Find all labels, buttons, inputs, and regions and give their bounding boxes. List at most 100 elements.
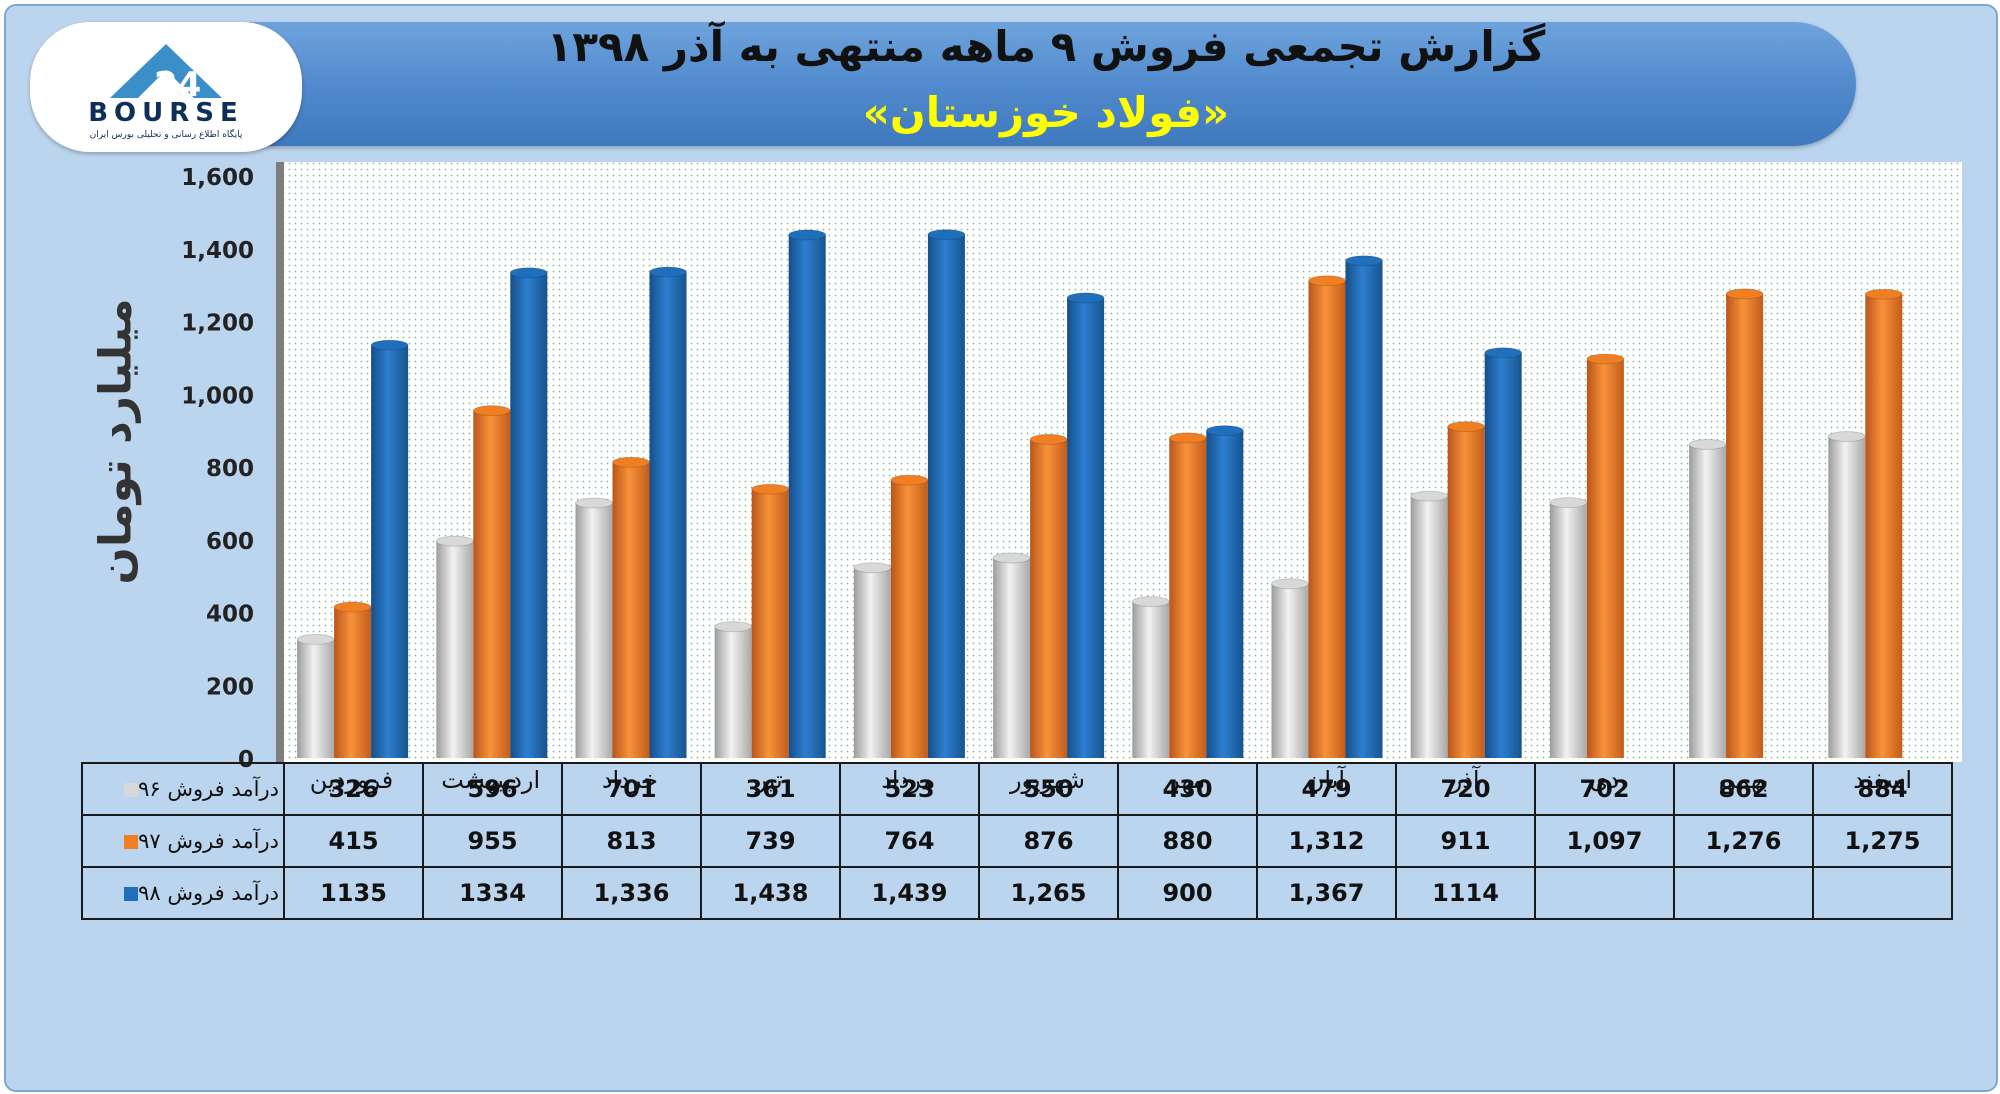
legend-label: درآمد فروش ۹۷ (138, 829, 279, 853)
data-label: 884 (1812, 762, 1953, 816)
bar-cap-s2-6 (1029, 433, 1068, 445)
bar-cap-s3-2 (509, 267, 548, 279)
bar-cap-s1-12 (1827, 430, 1866, 442)
bar-cap-s1-4 (714, 621, 753, 633)
bar-s1-2 (436, 541, 474, 758)
table-row: درآمد فروش ۹۷ 415 955 813 739 764 876 880 1,312 9… (81, 814, 1953, 868)
bar-cap-s2-9 (1447, 421, 1486, 433)
data-label: 479 (1256, 762, 1397, 816)
table-row: درآمد فروش ۹۶ 326 596 701 361 523 550 430 479 720… (81, 762, 1953, 816)
legend-label: درآمد فروش ۹۶ (138, 777, 279, 801)
bar-cap-s1-10 (1549, 497, 1588, 509)
legend-entry: درآمد فروش ۹۶ (81, 762, 285, 816)
bar-s2-10 (1586, 358, 1624, 758)
bar-s2-11 (1726, 293, 1764, 758)
data-label: 361 (700, 762, 841, 816)
bar-s3-2 (510, 272, 548, 758)
bar-s2-3 (612, 462, 650, 758)
bar-s3-7 (1206, 430, 1244, 758)
data-label (1673, 866, 1814, 920)
bar-s3-5 (927, 234, 965, 759)
y-tick-label: 1,000 (181, 383, 254, 409)
data-label: 1,367 (1256, 866, 1397, 920)
bar-cap-s3-5 (927, 229, 966, 241)
bar-cap-s2-2 (472, 405, 511, 417)
bar-cap-s1-7 (1131, 596, 1170, 608)
bar-s1-9 (1410, 496, 1448, 758)
bar-s1-5 (853, 567, 891, 758)
bar-cap-s3-6 (1066, 292, 1105, 304)
y-tick-label: 1,600 (181, 165, 254, 191)
bar-cap-s2-11 (1725, 288, 1764, 300)
bar-s1-4 (714, 626, 752, 758)
plot-side-wall (276, 162, 284, 762)
data-label: 720 (1395, 762, 1536, 816)
data-label: 1,438 (700, 866, 841, 920)
svg-text:24: 24 (154, 65, 201, 102)
bar-cap-s2-10 (1586, 353, 1625, 365)
bar-s1-3 (575, 503, 613, 758)
bar-cap-s1-9 (1410, 490, 1449, 502)
bar-s2-8 (1308, 280, 1346, 758)
bar-s2-7 (1169, 437, 1207, 758)
bar-cap-s2-5 (890, 474, 929, 486)
legend-swatch (124, 783, 139, 797)
bar-s1-6 (993, 557, 1031, 758)
logo-wordmark: BOURSE (88, 98, 244, 128)
chart-subtitle: «فولاد خوزستان» (862, 88, 1230, 137)
bar-s3-6 (1067, 297, 1105, 758)
data-label: 596 (422, 762, 563, 816)
logo-tagline: پایگاه اطلاع رسانی و تحلیلی بورس ایران (89, 130, 243, 140)
bar-s3-3 (649, 272, 687, 758)
bar-s3-9 (1484, 352, 1522, 758)
bar-s2-4 (751, 489, 789, 758)
bar-cap-s3-7 (1205, 425, 1244, 437)
y-tick-label: 1,400 (181, 238, 254, 264)
data-label: 739 (700, 814, 841, 868)
bar-cap-s3-8 (1345, 255, 1383, 267)
bar-cap-s3-9 (1484, 347, 1523, 359)
bourse-logo-mark-icon: 24 (110, 44, 222, 105)
bar-s1-12 (1828, 436, 1866, 758)
data-label: 1,097 (1534, 814, 1675, 868)
data-label: 701 (561, 762, 702, 816)
bar-s1-7 (1132, 601, 1170, 758)
bar-s2-5 (890, 480, 928, 758)
data-label: 550 (978, 762, 1119, 816)
data-label: 1,276 (1673, 814, 1814, 868)
data-label: 523 (839, 762, 980, 816)
bar-s3-4 (788, 234, 826, 759)
legend-label: درآمد فروش ۹۸ (138, 881, 279, 905)
bar-cap-s1-5 (853, 562, 892, 574)
data-label: 900 (1117, 866, 1258, 920)
data-label: 702 (1534, 762, 1675, 816)
legend-entry: درآمد فروش ۹۸ (81, 866, 285, 920)
plot-area (282, 162, 1962, 762)
bar-cap-s1-11 (1688, 438, 1727, 450)
bar-s2-6 (1030, 439, 1068, 758)
data-label: 1135 (283, 866, 424, 920)
y-tick-label: 800 (206, 456, 254, 482)
bar-cap-s2-7 (1168, 432, 1207, 444)
data-label: 911 (1395, 814, 1536, 868)
bar-cap-s1-3 (575, 497, 613, 509)
bar-cap-s2-8 (1308, 275, 1346, 287)
y-tick-label: 1,200 (181, 311, 254, 337)
legend-entry: درآمد فروش ۹۷ (81, 814, 285, 868)
bourse-logo: 24 BOURSE پایگاه اطلاع رسانی و تحلیلی بو… (30, 22, 302, 152)
bar-s1-11 (1689, 444, 1727, 758)
title-banner (36, 22, 1856, 146)
bar-cap-s3-3 (649, 266, 687, 278)
bar-cap-s1-8 (1271, 578, 1309, 590)
bar-s3-1 (371, 345, 409, 758)
data-label: 1,275 (1812, 814, 1953, 868)
bar-cap-s3-4 (788, 229, 827, 241)
data-label: 764 (839, 814, 980, 868)
data-label: 1,439 (839, 866, 980, 920)
bar-cap-s2-12 (1864, 288, 1903, 300)
y-tick-label: 400 (206, 602, 254, 628)
bar-s1-1 (297, 639, 335, 758)
legend-swatch (124, 887, 139, 901)
